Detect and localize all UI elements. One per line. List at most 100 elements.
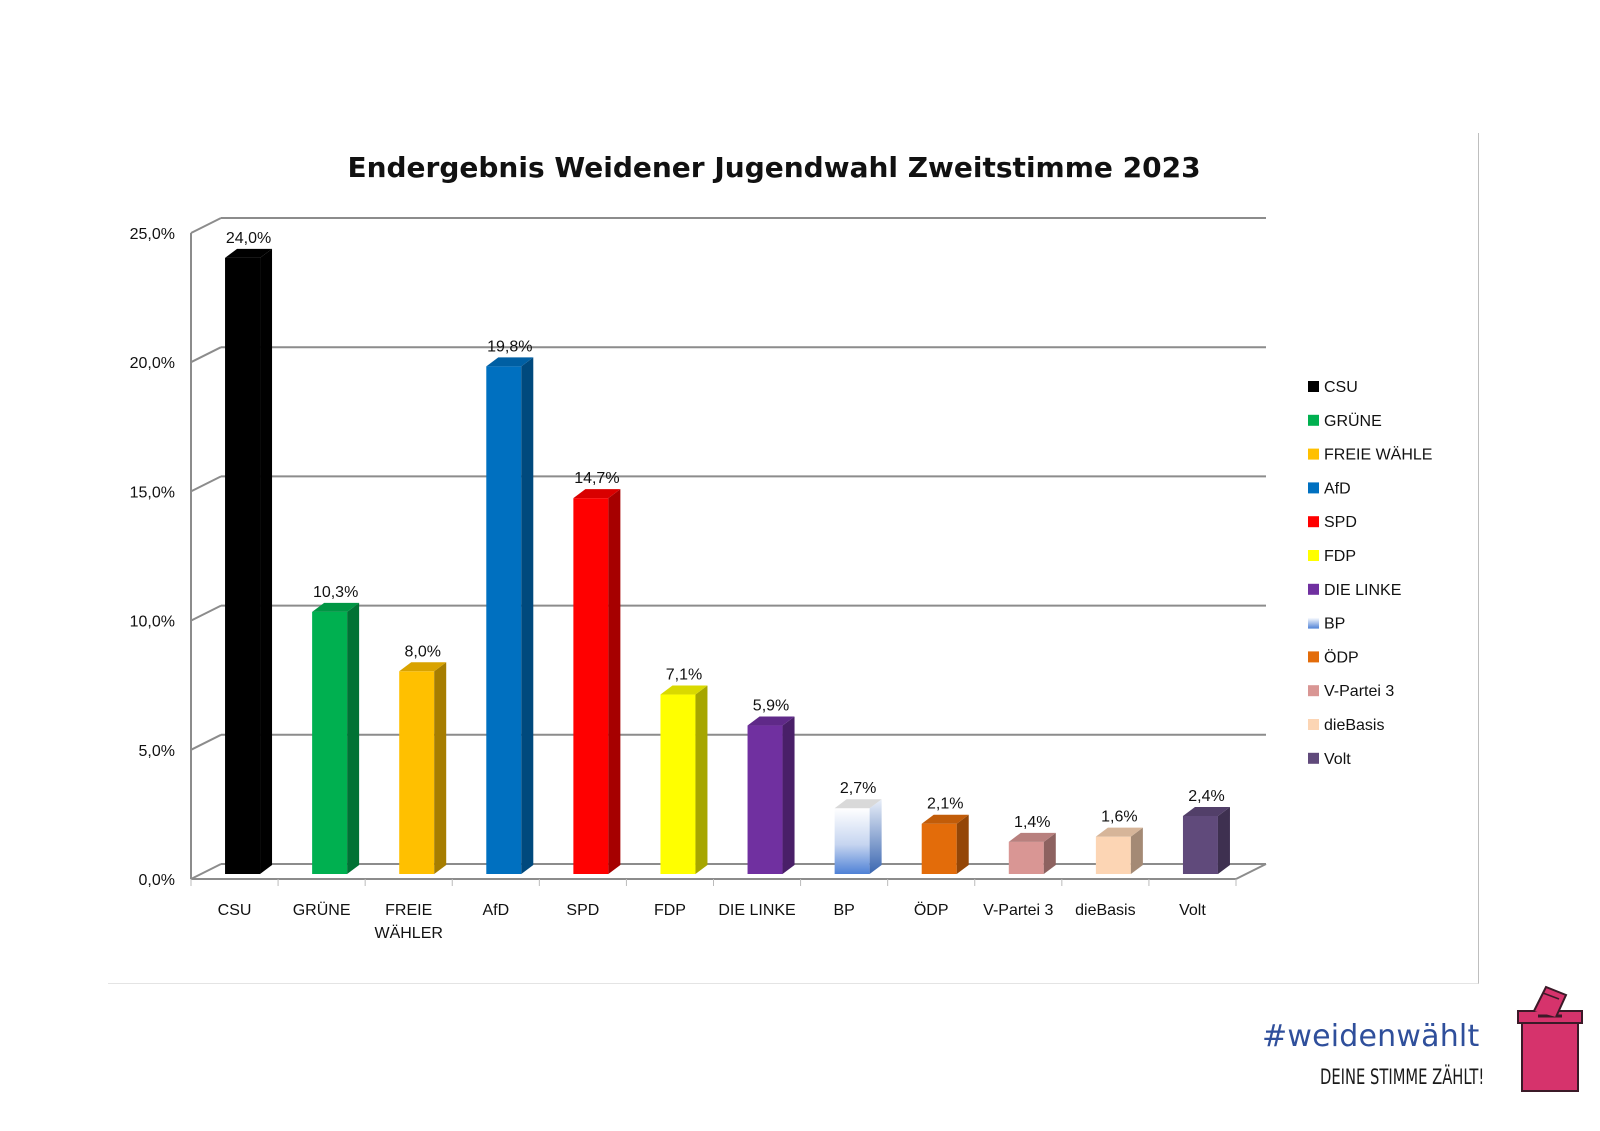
legend-swatch xyxy=(1308,651,1319,663)
data-label: 14,7% xyxy=(574,470,619,487)
legend-swatch xyxy=(1308,414,1319,426)
y-tick-label: 0,0% xyxy=(139,872,175,889)
legend-label: AfD xyxy=(1324,480,1351,497)
data-label: 24,0% xyxy=(226,230,271,247)
gridline-connector xyxy=(190,863,222,880)
legend-label: FREIE WÄHLE xyxy=(1324,446,1432,464)
data-label: 19,8% xyxy=(487,338,532,355)
data-label: 1,4% xyxy=(1014,814,1050,831)
x-tick-label: SPD xyxy=(566,902,599,919)
bar-top xyxy=(660,685,708,695)
bar-ödp xyxy=(921,823,957,874)
bar-side xyxy=(260,248,273,875)
x-tick-label: ÖDP xyxy=(914,901,949,919)
x-tick-label: FDP xyxy=(654,902,686,919)
legend-label: DIE LINKE xyxy=(1324,582,1401,599)
bar-side xyxy=(521,357,534,874)
y-tick-label: 15,0% xyxy=(130,484,175,501)
bar-side xyxy=(1217,806,1230,874)
bar-top xyxy=(573,489,621,499)
bar-top xyxy=(225,248,273,258)
bar-grüne xyxy=(312,611,348,874)
gridline-connector xyxy=(190,733,222,751)
bar-volt xyxy=(1182,815,1218,874)
bar-top xyxy=(486,357,534,367)
legend-swatch xyxy=(1308,516,1319,528)
legend: CSU GRÜNE FREIE WÄHLE AfD SPD FDP DIE LINKE BP Ö… xyxy=(1308,379,1432,768)
slogan-text: DEINE STIMME ZÄHLT! xyxy=(1320,1065,1485,1089)
bar-freie-wähler xyxy=(399,671,435,874)
bar-top xyxy=(747,716,795,726)
legend-label: BP xyxy=(1324,616,1345,633)
bar-top xyxy=(1182,806,1230,816)
legend-label: V-Partei 3 xyxy=(1324,683,1394,700)
bar-top xyxy=(1008,832,1056,842)
x-tick-label: FREIE xyxy=(385,902,432,919)
legend-swatch xyxy=(1308,381,1319,392)
legend-swatch xyxy=(1308,482,1319,494)
axes xyxy=(190,233,1267,886)
bar-top xyxy=(834,799,882,809)
bar-top xyxy=(1095,827,1143,837)
bar-csu xyxy=(225,257,261,875)
data-label: 5,9% xyxy=(753,698,789,715)
floor-edge xyxy=(1235,863,1267,880)
chart-title: Endergebnis Weidener Jugendwahl Zweitsti… xyxy=(347,151,1200,184)
bar-fdp xyxy=(660,694,696,874)
gridlines xyxy=(190,217,1266,880)
bar-spd xyxy=(573,498,609,874)
data-labels: 0,0% 5,0% 10,0% 15,0% 20,0% 25,0% 24,0% CSU 10,3… xyxy=(130,226,1225,942)
bar-chart: Endergebnis Weidener Jugendwahl Zweitsti… xyxy=(130,151,1433,942)
data-label: 2,7% xyxy=(840,780,876,797)
bar-side xyxy=(956,814,969,874)
x-tick-label: WÄHLER xyxy=(374,924,442,942)
bar-side xyxy=(869,799,882,874)
legend-label: dieBasis xyxy=(1324,717,1384,734)
y-tick-label: 25,0% xyxy=(130,226,175,243)
x-tick-label: DIE LINKE xyxy=(718,902,795,919)
y-tick-label: 10,0% xyxy=(130,614,175,631)
bar-v-partei-3 xyxy=(1008,841,1044,874)
legend-label: Volt xyxy=(1324,751,1351,768)
legend-label: FDP xyxy=(1324,548,1356,565)
x-tick-label: Volt xyxy=(1179,902,1206,919)
bar-side xyxy=(1043,832,1056,874)
legend-label: GRÜNE xyxy=(1324,412,1382,430)
bar-top xyxy=(312,602,360,612)
y-tick-label: 5,0% xyxy=(139,743,175,760)
x-tick-label: AfD xyxy=(482,902,509,919)
legend-swatch xyxy=(1308,685,1319,697)
bar-side xyxy=(434,662,447,874)
bar-side xyxy=(695,685,708,874)
data-label: 10,3% xyxy=(313,584,358,601)
bar-afd xyxy=(486,366,522,874)
x-tick-label: CSU xyxy=(218,902,252,919)
brand-logo: #weidenwählt DEINE STIMME ZÄHLT! xyxy=(1262,985,1592,1095)
legend-swatch xyxy=(1308,583,1319,595)
gridline-connector xyxy=(190,475,222,493)
legend-label: ÖDP xyxy=(1324,648,1359,666)
bar-side xyxy=(782,716,795,874)
bar-side xyxy=(1130,827,1143,874)
legend-swatch xyxy=(1308,550,1319,561)
legend-label: SPD xyxy=(1324,514,1357,531)
gridline-connector xyxy=(190,217,222,234)
legend-swatch xyxy=(1308,719,1319,730)
data-label: 8,0% xyxy=(404,643,440,660)
legend-swatch xyxy=(1308,752,1319,764)
x-tick-label: dieBasis xyxy=(1075,902,1135,919)
x-tick-label: GRÜNE xyxy=(293,901,351,919)
bar-top xyxy=(921,814,969,824)
x-tick-label: V-Partei 3 xyxy=(983,902,1053,919)
chart-frame: Endergebnis Weidener Jugendwahl Zweitsti… xyxy=(108,133,1479,984)
data-label: 7,1% xyxy=(666,667,702,684)
bar-bp xyxy=(834,808,870,874)
gridline-connector xyxy=(190,604,222,622)
bar-side xyxy=(347,602,360,874)
data-label: 2,1% xyxy=(927,796,963,813)
x-tick-label: BP xyxy=(833,902,854,919)
data-label: 1,6% xyxy=(1101,809,1137,826)
y-tick-label: 20,0% xyxy=(130,355,175,372)
legend-swatch xyxy=(1308,448,1319,460)
bar-side xyxy=(608,489,621,874)
